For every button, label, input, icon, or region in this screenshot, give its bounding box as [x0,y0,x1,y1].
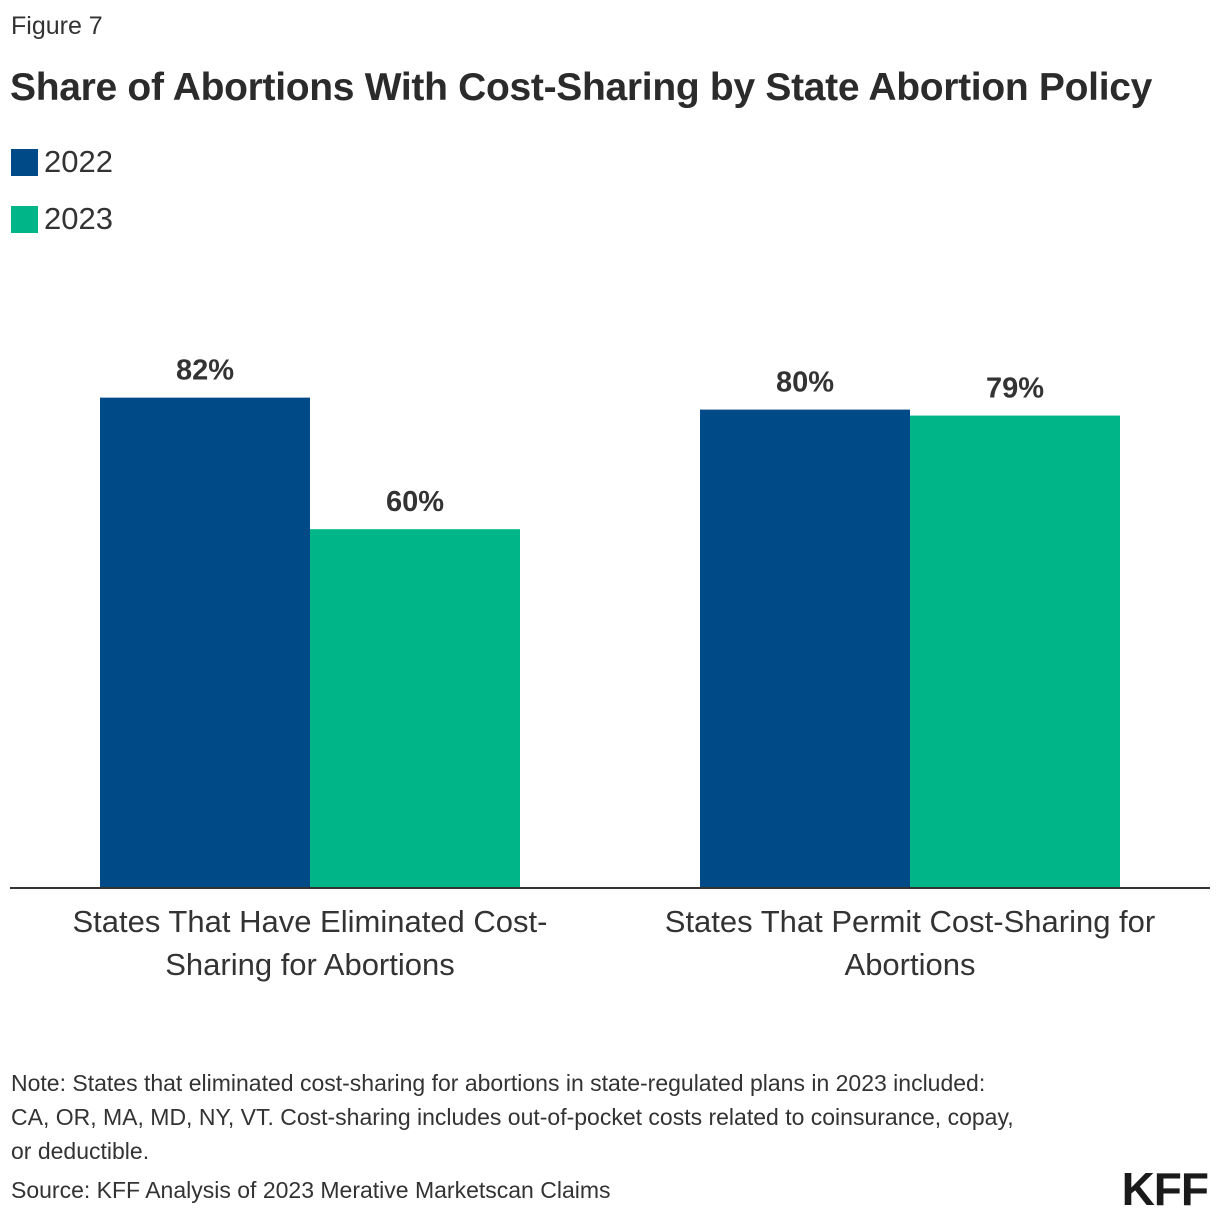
data-label-2023-category-2: 79% [986,373,1044,405]
data-label-2022-category-2: 80% [776,367,834,399]
bar-2023-category-1 [310,529,520,888]
legend-label-2022: 2022 [44,144,113,179]
figure-label: Figure 7 [11,12,103,40]
chart-title: Share of Abortions With Cost-Sharing by … [10,66,1153,109]
chart-source: Source: KFF Analysis of 2023 Merative Ma… [11,1177,611,1203]
category-label-eliminated: States That Have Eliminated Cost-Sharing… [72,904,548,982]
legend-swatch-2023 [11,205,38,233]
data-label-2022-category-1: 82% [176,355,234,387]
legend: 2022 2023 [11,142,113,256]
data-label-2023-category-1: 60% [386,486,444,518]
legend-item-2023: 2023 [11,199,113,239]
bar-2023-category-2 [910,415,1120,888]
category-label-permit: States That Permit Cost-Sharing for Abor… [664,904,1156,982]
legend-swatch-2022 [11,148,38,176]
legend-label-2023: 2023 [44,201,113,236]
bar-2022-category-1 [100,397,310,888]
kff-logo: KFF [1121,1163,1209,1215]
bar-2022-category-2 [700,409,910,888]
legend-item-2022: 2022 [11,142,113,182]
chart-note: Note: States that eliminated cost-sharin… [11,1070,1014,1164]
